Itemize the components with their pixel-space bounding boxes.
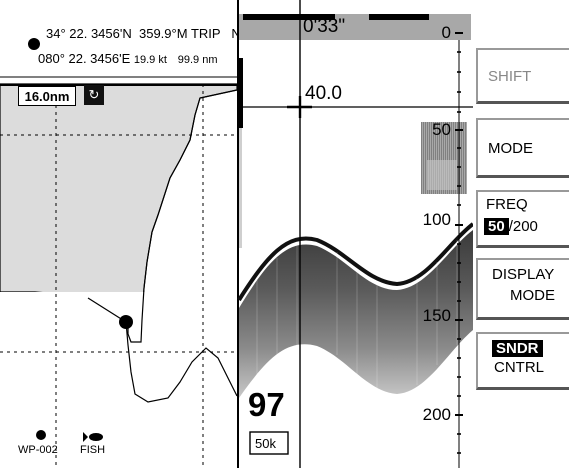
freq-button[interactable]: FREQ 50/200 xyxy=(476,190,569,248)
position-line-2: 080° 22. 3456'E 19.9 kt 99.9 nm xyxy=(38,51,218,66)
elapsed-time: 0'33" xyxy=(303,16,346,37)
display-mode-label-2: MODE xyxy=(510,287,555,304)
shift-button[interactable]: SHIFT xyxy=(476,48,569,104)
freq-label: FREQ xyxy=(486,196,528,213)
cntrl-label: CNTRL xyxy=(494,359,545,376)
chart-map[interactable] xyxy=(0,0,237,468)
freq-options: 50/200 xyxy=(484,218,538,235)
waypoint-label: WP-002 xyxy=(18,444,58,456)
current-depth: 97 xyxy=(248,386,285,423)
waypoint-icon xyxy=(36,430,46,440)
freq-other: /200 xyxy=(508,218,538,235)
own-ship-marker xyxy=(119,315,133,329)
depth-scale-0: 0 xyxy=(441,23,451,42)
mode-label: MODE xyxy=(488,140,533,157)
depth-scale-200: 200 xyxy=(422,405,451,424)
position-marker xyxy=(28,38,40,50)
display-mode-label-1: DISPLAY xyxy=(492,266,555,283)
fish-icon xyxy=(83,432,103,442)
coastline xyxy=(127,89,237,343)
shift-label: SHIFT xyxy=(488,68,532,85)
position-line-1: 34° 22. 3456'N 359.9°M TRIP NU xyxy=(46,26,250,41)
display-mode-button[interactable]: DISPLAY MODE xyxy=(476,258,569,320)
frequency-tag-box xyxy=(249,431,289,455)
sounder-panel: 0'33" 40.0 0 50 100 150 200 97 50k xyxy=(237,0,473,468)
depth-scale-50: 50 xyxy=(432,120,451,139)
sounder-control-button[interactable]: SNDR CNTRL xyxy=(476,332,569,390)
echogram[interactable] xyxy=(237,0,473,468)
softkey-panel: SHIFT MODE FREQ 50/200 DISPLAY MODE SNDR… xyxy=(473,0,569,468)
depth-scale-100: 100 xyxy=(422,210,451,229)
frequency-tag: 50k xyxy=(255,436,276,451)
range-indicator[interactable]: 16.0nm xyxy=(18,86,76,106)
heading-line xyxy=(87,297,127,323)
mode-button[interactable]: MODE xyxy=(476,118,569,178)
course-up-icon[interactable]: ↻ xyxy=(84,85,104,105)
vrm-depth: 40.0 xyxy=(305,83,342,104)
depth-scale-150: 150 xyxy=(422,306,451,325)
ship-track xyxy=(125,321,237,403)
plotter-panel: 34° 22. 3456'N 359.9°M TRIP NU 080° 22. … xyxy=(0,0,250,468)
freq-selected: 50 xyxy=(484,218,509,235)
sndr-label: SNDR xyxy=(492,340,543,357)
bottom-echo xyxy=(239,230,473,398)
fish-label: FISH xyxy=(80,444,106,456)
